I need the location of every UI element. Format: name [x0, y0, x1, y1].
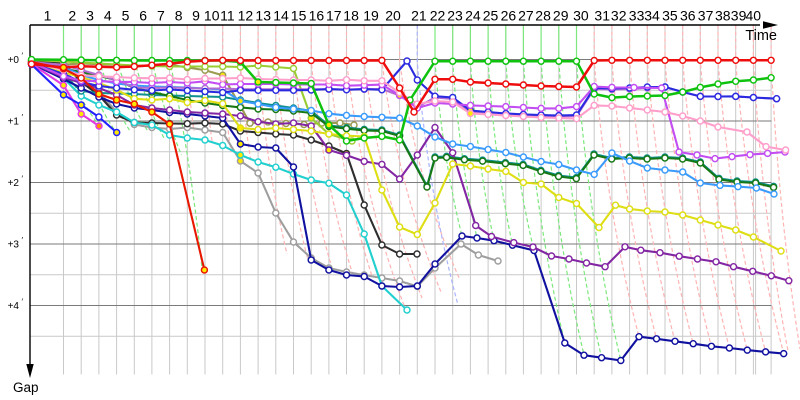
svg-text:+1: +1: [8, 117, 20, 128]
svg-text:+0: +0: [8, 55, 20, 66]
svg-text:10: 10: [204, 8, 220, 24]
svg-text:25: 25: [483, 8, 499, 24]
svg-text:1: 1: [44, 8, 52, 24]
svg-text:′: ′: [22, 175, 24, 184]
svg-text:14: 14: [273, 8, 289, 24]
svg-text:7: 7: [157, 8, 165, 24]
svg-text:16: 16: [309, 8, 325, 24]
svg-text:+4: +4: [8, 301, 20, 312]
svg-text:36: 36: [680, 8, 696, 24]
svg-text:26: 26: [501, 8, 517, 24]
svg-text:29: 29: [553, 8, 569, 24]
svg-text:34: 34: [644, 8, 660, 24]
svg-text:12: 12: [238, 8, 254, 24]
svg-text:38: 38: [715, 8, 731, 24]
svg-text:37: 37: [698, 8, 714, 24]
svg-text:Time: Time: [745, 28, 777, 44]
svg-text:18: 18: [343, 8, 359, 24]
svg-text:33: 33: [629, 8, 645, 24]
svg-text:30: 30: [573, 8, 589, 24]
svg-text:20: 20: [385, 8, 401, 24]
svg-text:35: 35: [662, 8, 678, 24]
svg-text:2: 2: [68, 8, 76, 24]
svg-text:3: 3: [86, 8, 94, 24]
svg-text:19: 19: [363, 8, 379, 24]
svg-text:5: 5: [122, 8, 130, 24]
svg-text:+3: +3: [8, 240, 20, 251]
svg-text:22: 22: [430, 8, 446, 24]
svg-text:23: 23: [447, 8, 463, 24]
svg-text:39: 39: [731, 8, 747, 24]
svg-text:24: 24: [465, 8, 481, 24]
svg-text:28: 28: [535, 8, 551, 24]
svg-text:11: 11: [220, 8, 235, 24]
svg-text:4: 4: [104, 8, 112, 24]
svg-text:40: 40: [746, 8, 762, 24]
svg-text:′: ′: [22, 236, 24, 245]
svg-text:Gap: Gap: [13, 380, 39, 395]
svg-text:27: 27: [518, 8, 534, 24]
svg-text:9: 9: [192, 8, 200, 24]
svg-text:6: 6: [139, 8, 147, 24]
svg-text:21: 21: [411, 8, 427, 24]
svg-text:′: ′: [22, 113, 24, 122]
svg-text:+2: +2: [8, 178, 20, 189]
svg-text:32: 32: [611, 8, 627, 24]
svg-text:′: ′: [22, 52, 24, 61]
svg-text:17: 17: [326, 8, 342, 24]
svg-text:15: 15: [291, 8, 307, 24]
svg-text:31: 31: [594, 8, 610, 24]
svg-text:′: ′: [22, 298, 24, 307]
svg-text:13: 13: [255, 8, 271, 24]
svg-text:8: 8: [175, 8, 183, 24]
